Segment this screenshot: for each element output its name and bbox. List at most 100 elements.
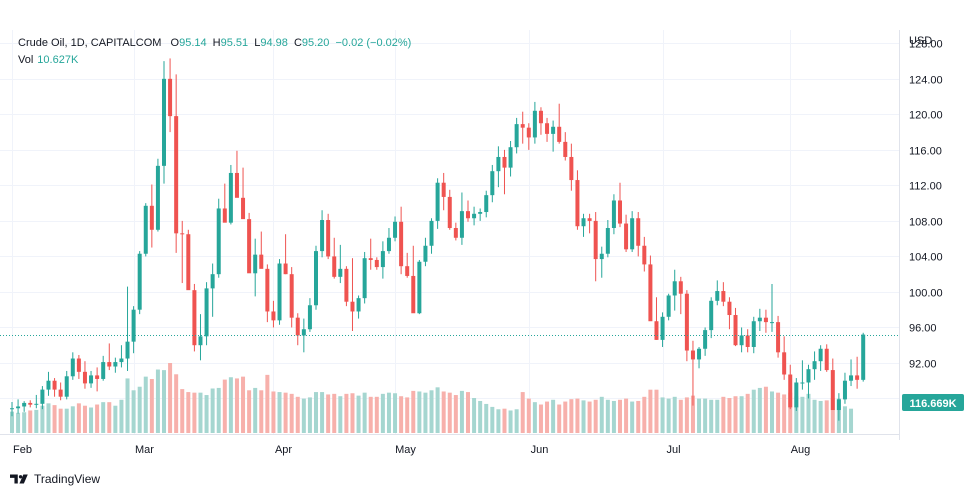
candle <box>234 150 239 198</box>
candle-body <box>301 329 306 336</box>
volume-bar <box>666 398 671 433</box>
candle <box>326 213 331 260</box>
volume-bar <box>101 402 106 433</box>
x-tick-label: Jul <box>666 444 680 456</box>
candle-body <box>490 171 495 196</box>
candle <box>733 307 738 347</box>
candle <box>453 222 458 241</box>
change-value: −0.02 (−0.02%) <box>335 37 412 49</box>
volume-bar <box>587 401 592 433</box>
volume-bar <box>636 400 641 433</box>
candle-body <box>709 300 714 331</box>
symbol-title[interactable]: Crude Oil, 1D, CAPITALCOM <box>18 37 162 49</box>
candle <box>557 103 562 144</box>
volume-last-badge: 116.669K <box>902 394 964 411</box>
price-axis[interactable]: 128.00 124.00 120.00 116.00 112.00 108.00 104.… <box>909 39 943 406</box>
candle <box>46 371 51 396</box>
candle <box>174 74 179 253</box>
candle <box>429 218 434 254</box>
candle-body <box>143 205 148 254</box>
volume-bar <box>782 394 787 433</box>
candle <box>332 237 337 279</box>
candle-body <box>107 362 112 367</box>
candle-body <box>162 78 166 166</box>
candle-body <box>830 370 835 411</box>
candle-body <box>721 291 726 302</box>
time-axis[interactable]: Feb Mar Apr May Jun Jul Aug <box>13 444 810 456</box>
volume-bar <box>210 388 215 433</box>
volume-bar <box>326 394 331 433</box>
volume-bar <box>648 389 653 433</box>
volume-bar <box>763 386 768 433</box>
volume-bar <box>697 398 702 433</box>
open-label: O <box>170 37 180 49</box>
candle-body <box>757 317 762 322</box>
candle-body <box>101 362 106 379</box>
candle <box>611 194 616 235</box>
candle-body <box>89 375 94 384</box>
candle <box>149 184 154 248</box>
candle <box>587 213 592 234</box>
y-tick-label: 124.00 <box>909 75 943 87</box>
tradingview-logo-icon <box>10 474 28 484</box>
candle-body <box>399 221 404 267</box>
candle-body <box>824 348 829 371</box>
candle <box>538 107 543 135</box>
candle-body <box>70 358 75 377</box>
candle <box>119 345 124 368</box>
candle-body <box>605 228 610 254</box>
candle <box>672 269 677 311</box>
candle <box>842 372 847 404</box>
candle <box>824 344 829 372</box>
y-tick-label: 128.00 <box>909 39 943 51</box>
candle-body <box>520 124 525 128</box>
candle-body <box>642 245 647 265</box>
volume-bar <box>16 412 21 433</box>
volume-bar <box>453 395 458 433</box>
chart-legend: Crude Oil, 1D, CAPITALCOM O95.14 H95.51 … <box>18 35 411 69</box>
tradingview-brand[interactable]: TradingView <box>10 472 100 486</box>
candle-body <box>776 322 781 353</box>
candle-body <box>575 180 580 227</box>
candle <box>52 378 57 397</box>
volume-bar <box>119 399 124 433</box>
candle-body <box>380 251 385 268</box>
volume-bar <box>58 408 63 433</box>
candle <box>478 208 483 221</box>
volume-bar <box>222 379 227 433</box>
candle <box>362 251 367 304</box>
candle <box>849 359 854 387</box>
grid-lines <box>0 30 899 434</box>
volume-bar <box>684 397 689 433</box>
volume-bar <box>271 391 276 433</box>
candle <box>593 212 598 282</box>
volume-bar <box>344 393 349 433</box>
candle <box>228 164 233 225</box>
candle-body <box>386 237 391 252</box>
volume-bar <box>715 399 720 433</box>
candle <box>107 343 112 371</box>
volume-bar <box>794 396 799 433</box>
volume-bar <box>520 392 525 433</box>
volume-bar <box>192 392 197 433</box>
candle <box>356 295 361 319</box>
volume-bar <box>28 410 33 433</box>
candle <box>70 352 75 380</box>
candle-body <box>660 316 665 340</box>
candle <box>855 356 860 389</box>
volume-bar <box>241 376 246 433</box>
volume-bar <box>301 398 306 433</box>
candle-body <box>259 254 264 269</box>
volume-bar <box>478 400 483 433</box>
candle <box>721 282 726 307</box>
candle <box>259 231 264 269</box>
candle-body <box>295 317 300 336</box>
candle <box>776 315 781 358</box>
volume-bar <box>162 370 166 433</box>
high-value: 95.51 <box>220 37 249 49</box>
candle-body <box>16 406 21 409</box>
candle-body <box>307 305 312 330</box>
candle <box>16 399 21 414</box>
